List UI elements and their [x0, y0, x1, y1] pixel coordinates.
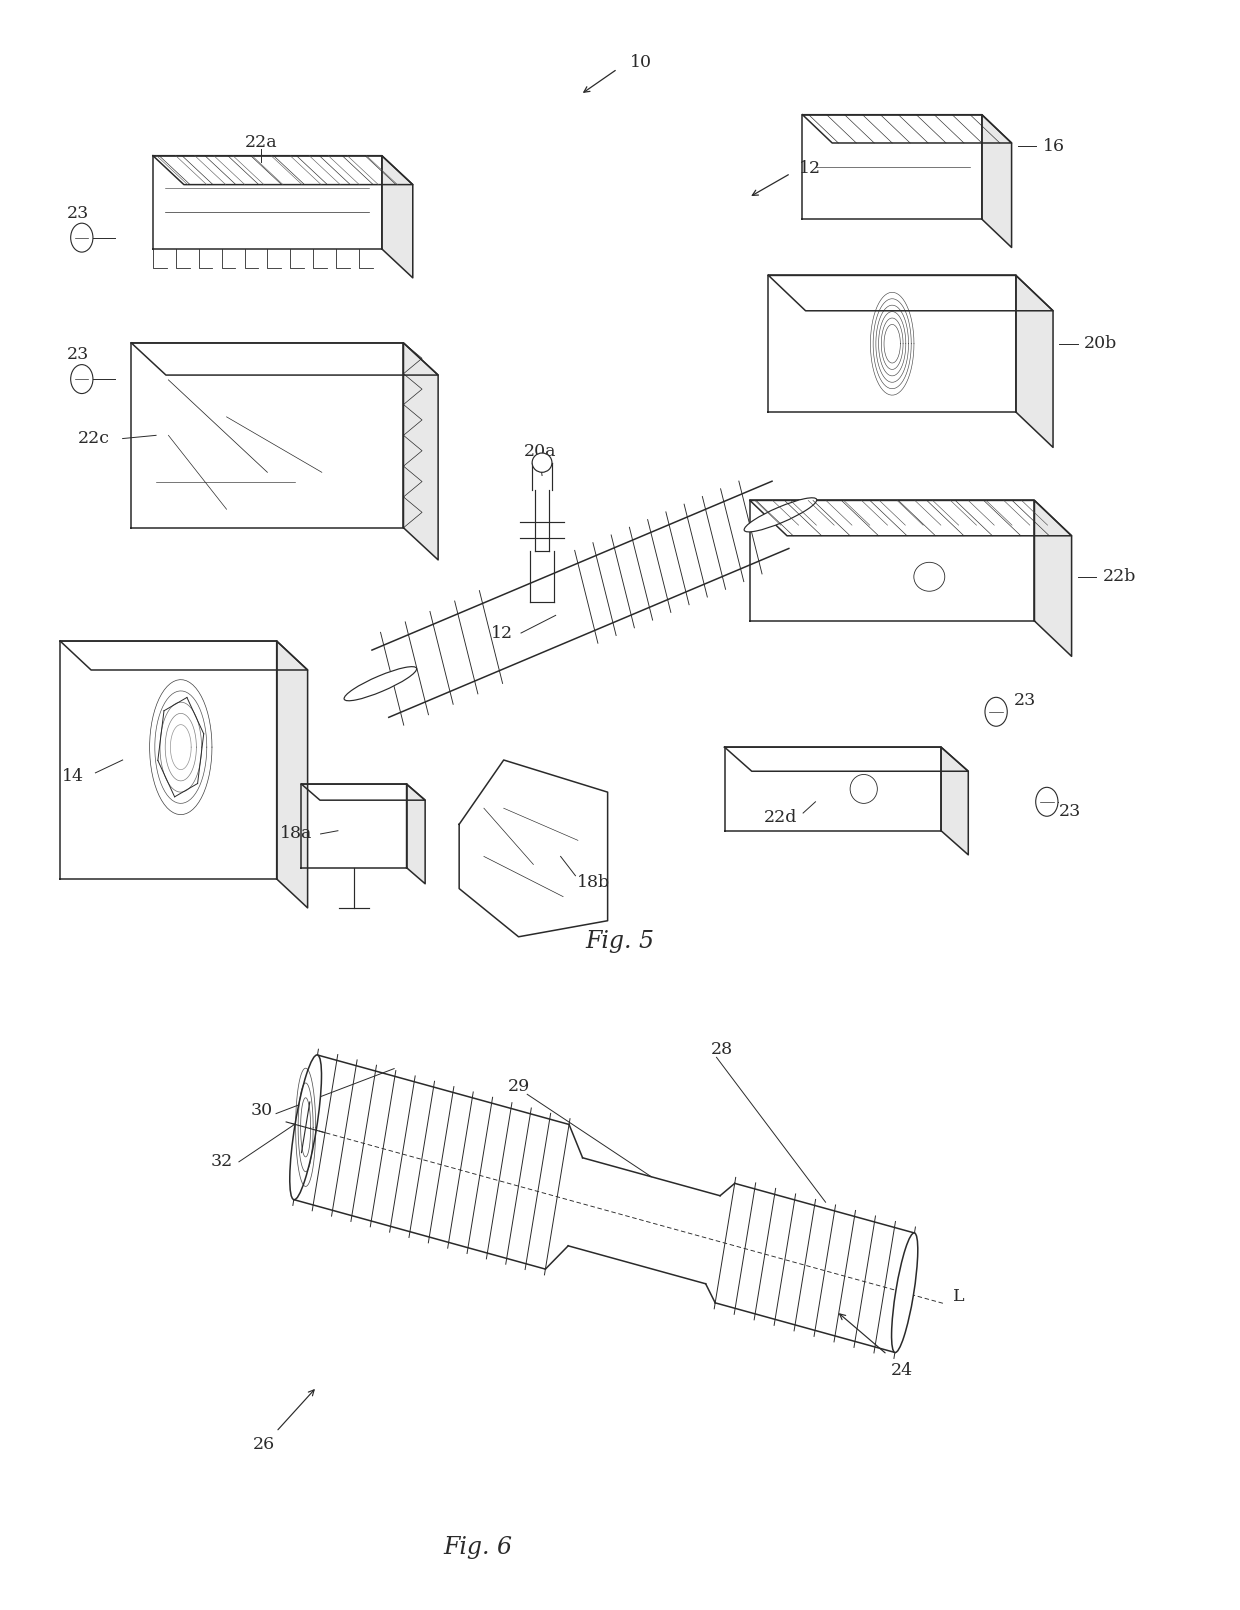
- Text: 20b: 20b: [1084, 335, 1117, 353]
- Ellipse shape: [343, 667, 417, 700]
- Text: Fig. 5: Fig. 5: [585, 931, 655, 953]
- Polygon shape: [769, 275, 1016, 412]
- Polygon shape: [724, 747, 968, 771]
- Ellipse shape: [892, 1233, 918, 1352]
- Text: 18a: 18a: [280, 826, 312, 842]
- Polygon shape: [131, 343, 403, 528]
- Text: 23: 23: [67, 346, 89, 364]
- Polygon shape: [750, 501, 1071, 536]
- Circle shape: [71, 224, 93, 253]
- Polygon shape: [294, 1055, 569, 1269]
- Text: 30: 30: [250, 1101, 273, 1119]
- Polygon shape: [802, 114, 982, 219]
- Text: 28: 28: [711, 1040, 733, 1058]
- Polygon shape: [982, 114, 1012, 248]
- Text: 10: 10: [630, 55, 652, 71]
- Text: 26: 26: [253, 1436, 275, 1454]
- Text: 23: 23: [1013, 692, 1035, 708]
- Text: 12: 12: [491, 625, 513, 641]
- Text: 20a: 20a: [523, 443, 556, 460]
- Text: 22b: 22b: [1102, 568, 1136, 586]
- Circle shape: [71, 364, 93, 393]
- Text: 18b: 18b: [577, 874, 610, 890]
- Ellipse shape: [532, 452, 552, 472]
- Polygon shape: [407, 784, 425, 884]
- Ellipse shape: [914, 562, 945, 591]
- Text: 24: 24: [892, 1362, 913, 1380]
- Text: 12: 12: [800, 159, 822, 177]
- Text: Fig. 6: Fig. 6: [443, 1536, 512, 1558]
- Polygon shape: [153, 156, 382, 250]
- Polygon shape: [277, 641, 308, 908]
- Circle shape: [1035, 787, 1058, 816]
- Text: 32: 32: [211, 1153, 233, 1170]
- Polygon shape: [301, 784, 425, 800]
- Polygon shape: [568, 1158, 720, 1283]
- Ellipse shape: [744, 497, 817, 531]
- Text: 16: 16: [1043, 137, 1064, 155]
- Polygon shape: [724, 747, 941, 831]
- Text: 23: 23: [67, 204, 89, 222]
- Text: 14: 14: [62, 768, 84, 784]
- Polygon shape: [715, 1183, 914, 1352]
- Text: 23: 23: [1059, 803, 1081, 819]
- Text: 29: 29: [507, 1077, 529, 1095]
- Polygon shape: [802, 114, 1012, 143]
- Text: 22c: 22c: [78, 430, 110, 448]
- Polygon shape: [61, 641, 277, 879]
- Polygon shape: [153, 156, 413, 185]
- Polygon shape: [769, 275, 1053, 311]
- Polygon shape: [459, 760, 608, 937]
- Polygon shape: [61, 641, 308, 670]
- Polygon shape: [941, 747, 968, 855]
- Text: 22d: 22d: [764, 810, 797, 826]
- Polygon shape: [131, 343, 438, 375]
- Text: 22a: 22a: [244, 134, 278, 151]
- Polygon shape: [403, 343, 438, 560]
- Polygon shape: [1034, 501, 1071, 657]
- Ellipse shape: [851, 774, 878, 803]
- Ellipse shape: [290, 1055, 321, 1199]
- Polygon shape: [301, 784, 407, 868]
- Text: L: L: [954, 1288, 965, 1306]
- Circle shape: [985, 697, 1007, 726]
- Polygon shape: [750, 501, 1034, 621]
- Polygon shape: [1016, 275, 1053, 448]
- Polygon shape: [382, 156, 413, 279]
